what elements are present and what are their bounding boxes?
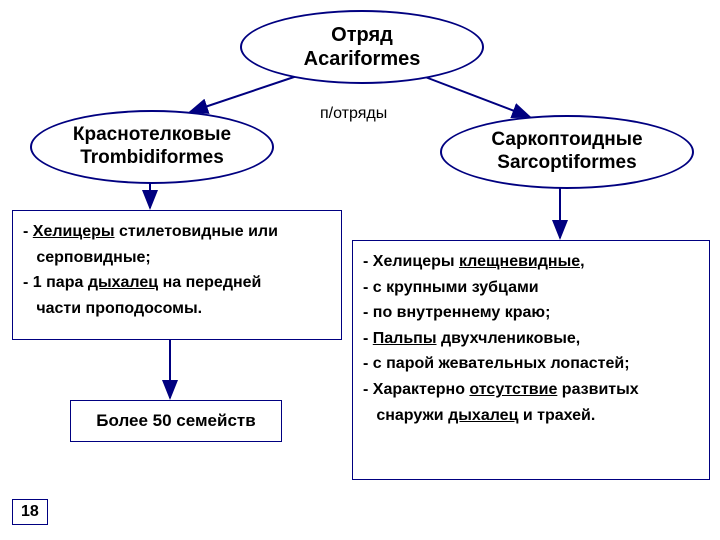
right-desc-item3: по внутреннему краю; <box>363 300 699 326</box>
right-desc-item6-cont: снаружи дыхалец и трахей. <box>363 403 699 429</box>
right-desc-item2: с крупными зубцами <box>363 275 699 301</box>
family-count-box: Более 50 семейств <box>70 400 282 442</box>
right-line2: Sarcoptiformes <box>497 152 636 173</box>
right-desc-item6: Характерно отсутствие развитых <box>363 377 699 403</box>
right-suborder-node: Саркоптоидные Sarcoptiformes <box>440 115 694 189</box>
left-desc-item1: Хелицеры стилетовидные или <box>23 219 331 245</box>
left-line1: Краснотелковые <box>73 124 231 145</box>
right-desc-item5: с парой жевательных лопастей; <box>363 351 699 377</box>
right-desc-item4: Пальпы двухчлениковые, <box>363 326 699 352</box>
right-description-box: Хелицеры клещневидные, с крупными зубцам… <box>352 240 710 480</box>
left-description-box: Хелицеры стилетовидные или серповидные; … <box>12 210 342 340</box>
root-node: Отряд Acariformes <box>240 10 484 84</box>
left-desc-item2: 1 пара дыхалец на передней <box>23 270 331 296</box>
left-line2: Trombidiformes <box>80 147 224 168</box>
left-desc-item1-cont: серповидные; <box>23 245 331 271</box>
suborders-label: п/отряды <box>320 105 387 123</box>
root-line1: Отряд <box>331 24 393 46</box>
left-desc-item2-cont: части проподосомы. <box>23 296 331 322</box>
right-line1: Саркоптоидные <box>491 129 642 150</box>
left-suborder-node: Краснотелковые Trombidiformes <box>30 110 274 184</box>
right-desc-item1: Хелицеры клещневидные, <box>363 249 699 275</box>
root-line2: Acariformes <box>304 48 421 70</box>
page-number: 18 <box>12 499 48 525</box>
